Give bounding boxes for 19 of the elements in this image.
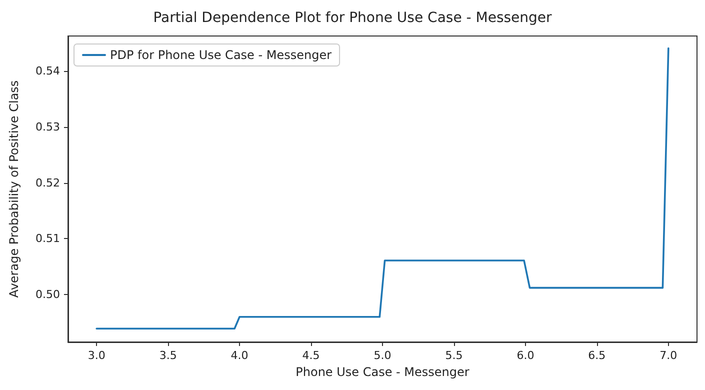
legend-label: PDP for Phone Use Case - Messenger — [110, 48, 332, 62]
y-tick-label: 0.51 — [36, 232, 60, 246]
chart-title: Partial Dependence Plot for Phone Use Case - Messenger — [153, 10, 552, 26]
x-tick-label: 4.0 — [230, 349, 248, 362]
y-axis-title: Average Probability of Positive Class — [7, 80, 21, 298]
x-tick-label: 6.5 — [588, 349, 606, 362]
x-tick-label: 6.0 — [516, 349, 534, 362]
x-tick-label: 3.5 — [159, 349, 177, 362]
y-tick-label: 0.50 — [36, 288, 60, 302]
x-tick-label: 7.0 — [660, 349, 678, 362]
y-tick-label: 0.52 — [36, 176, 60, 190]
y-tick-label: 0.53 — [36, 120, 60, 134]
x-tick-label: 5.0 — [374, 349, 392, 362]
x-tick-label: 4.5 — [302, 349, 320, 362]
y-tick-label: 0.54 — [36, 64, 60, 78]
x-tick-label: 3.0 — [88, 349, 106, 362]
x-axis-title: Phone Use Case - Messenger — [296, 365, 470, 379]
x-tick-label: 5.5 — [445, 349, 463, 362]
line-series — [96, 47, 670, 330]
